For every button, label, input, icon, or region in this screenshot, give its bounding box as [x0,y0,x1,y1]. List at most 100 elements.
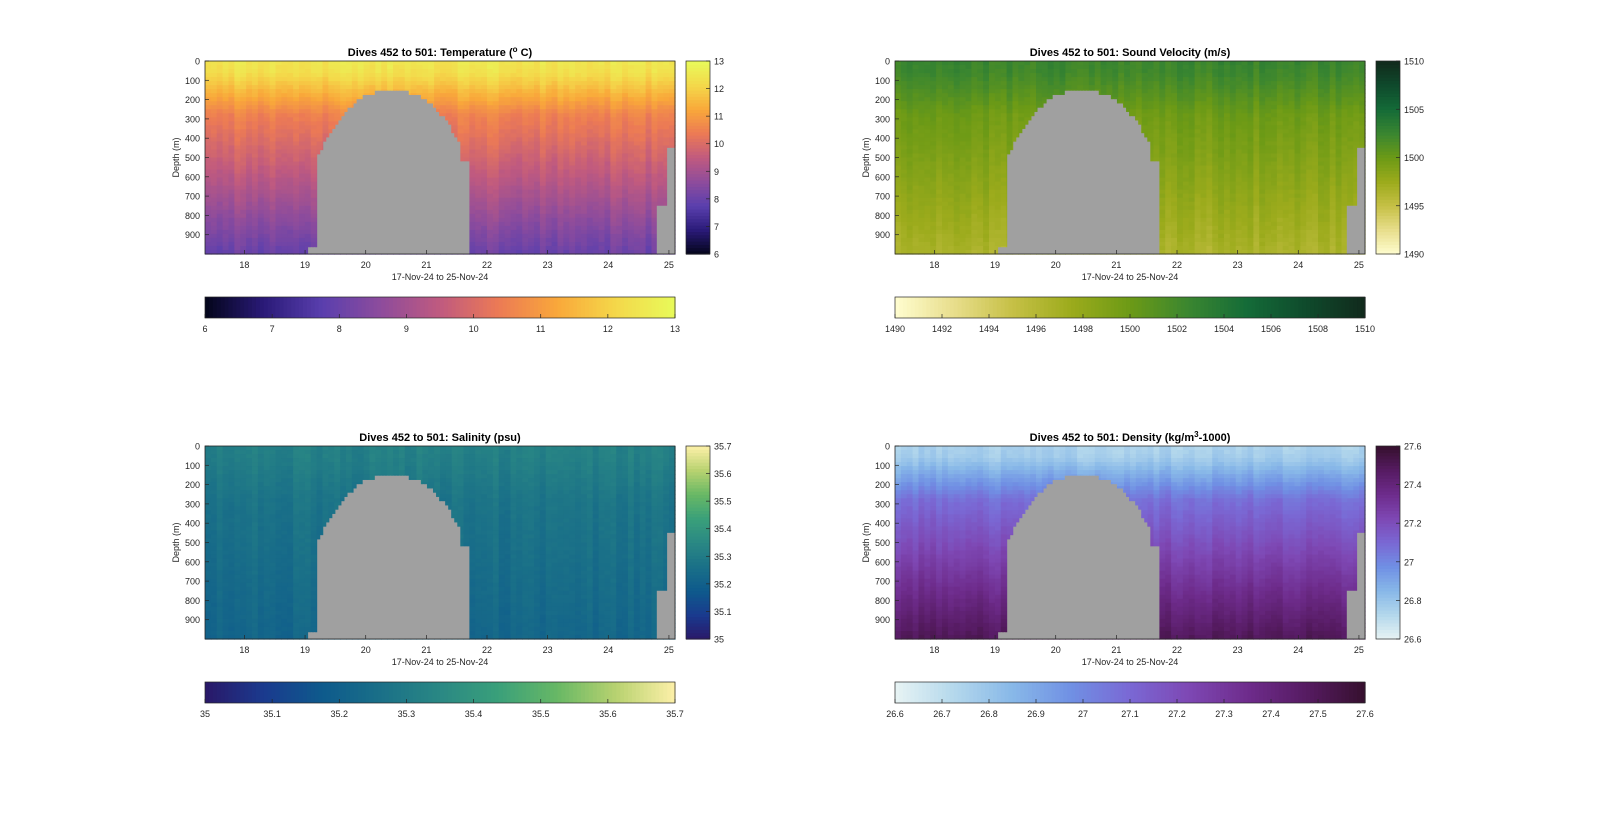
heatmap-cell [942,237,949,243]
heatmap-cell [316,125,324,130]
heatmap-cell [393,65,400,70]
heatmap-cell [569,209,576,215]
heatmap-cell [610,209,617,215]
heatmap-cell [598,65,606,70]
colorbar-tick-label: 6 [714,250,719,260]
heatmap-cell [918,97,925,102]
heatmap-cell [534,201,541,207]
heatmap-cell [912,109,920,114]
heatmap-cell [581,229,588,235]
heatmap-cell [498,221,506,227]
heatmap-cell [516,73,523,78]
colorbar-segment [686,122,710,126]
heatmap-cell [657,125,664,130]
heatmap-cell [592,237,600,243]
heatmap-cell [252,213,259,219]
heatmap-cell [906,61,914,66]
heatmap-cell [581,209,588,215]
heatmap-cell [522,177,529,183]
heatmap-cell [551,113,559,118]
heatmap-cell [522,241,529,247]
heatmap-cell [469,69,476,74]
heatmap-cell [592,77,600,82]
heatmap-cell [475,65,482,70]
heatmap-cell [492,145,500,151]
heatmap-cell [983,113,990,118]
heatmap-cell [616,245,623,251]
heatmap-cell [628,133,635,138]
heatmap-cell [633,205,641,211]
heatmap-cell [663,185,670,191]
heatmap-cell [563,121,570,126]
heatmap-cell [328,69,335,74]
heatmap-cell [633,73,641,78]
heatmap-cell [622,73,629,78]
heatmap-cell [304,117,312,122]
heatmap-cell [953,65,961,70]
heatmap-cell [575,121,582,126]
heatmap-cell [463,157,470,163]
heatmap-cell [469,97,476,102]
heatmap-cell [222,133,230,138]
heatmap-cell [622,201,629,207]
heatmap-cell [487,201,494,207]
heatmap-cell [977,105,984,110]
heatmap-cell [912,177,920,183]
heatmap-cell [534,213,541,219]
heatmap-cell [669,85,676,90]
heatmap-cell [663,161,670,167]
colorbar-segment [338,297,343,318]
heatmap-cell [977,225,984,231]
heatmap-cell [451,77,459,82]
heatmap-cell [545,65,553,70]
heatmap-cell [598,121,606,126]
heatmap-cell [586,69,594,74]
heatmap-cell [275,65,282,70]
heatmap-cell [287,137,294,143]
heatmap-cell [977,185,984,191]
heatmap-cell [498,69,506,74]
seamount-slice [462,161,467,254]
heatmap-cell [528,77,535,82]
heatmap-cell [293,141,300,147]
heatmap-cell [604,189,611,195]
heatmap-cell [528,101,535,106]
heatmap-cell [492,101,500,106]
heatmap-cell [610,157,617,163]
heatmap-cell [228,133,235,138]
heatmap-cell [504,237,512,243]
heatmap-cell [299,233,306,239]
heatmap-cell [340,109,347,114]
heatmap-cell [592,93,600,98]
heatmap-cell [481,117,488,122]
heatmap-cell [598,189,606,195]
seamount-slice [311,247,315,254]
heatmap-cell [504,173,512,179]
heatmap-cell [965,165,972,171]
heatmap-cell [346,69,353,74]
heatmap-cell [328,125,335,130]
heatmap-cell [924,121,931,126]
heatmap-cell [322,97,329,102]
heatmap-cell [293,225,300,231]
heatmap-cell [481,105,488,110]
y-tick-label: 300 [185,114,200,124]
heatmap-cell [545,93,553,98]
heatmap-cell [994,97,1002,102]
heatmap-cell [528,169,535,175]
heatmap-cell [942,173,949,179]
heatmap-cell [534,181,541,187]
heatmap-cell [381,65,388,70]
heatmap-cell [628,157,635,163]
colorbar-segment [479,297,484,318]
heatmap-cell [451,113,459,118]
heatmap-cell [257,161,265,167]
heatmap-cell [440,85,447,90]
heatmap-cell [240,157,247,163]
heatmap-cell [959,113,967,118]
heatmap-cell [246,117,253,122]
seamount-slice [435,111,440,254]
heatmap-cell [481,201,488,207]
heatmap-cell [210,209,218,215]
heatmap-cell [947,237,955,243]
